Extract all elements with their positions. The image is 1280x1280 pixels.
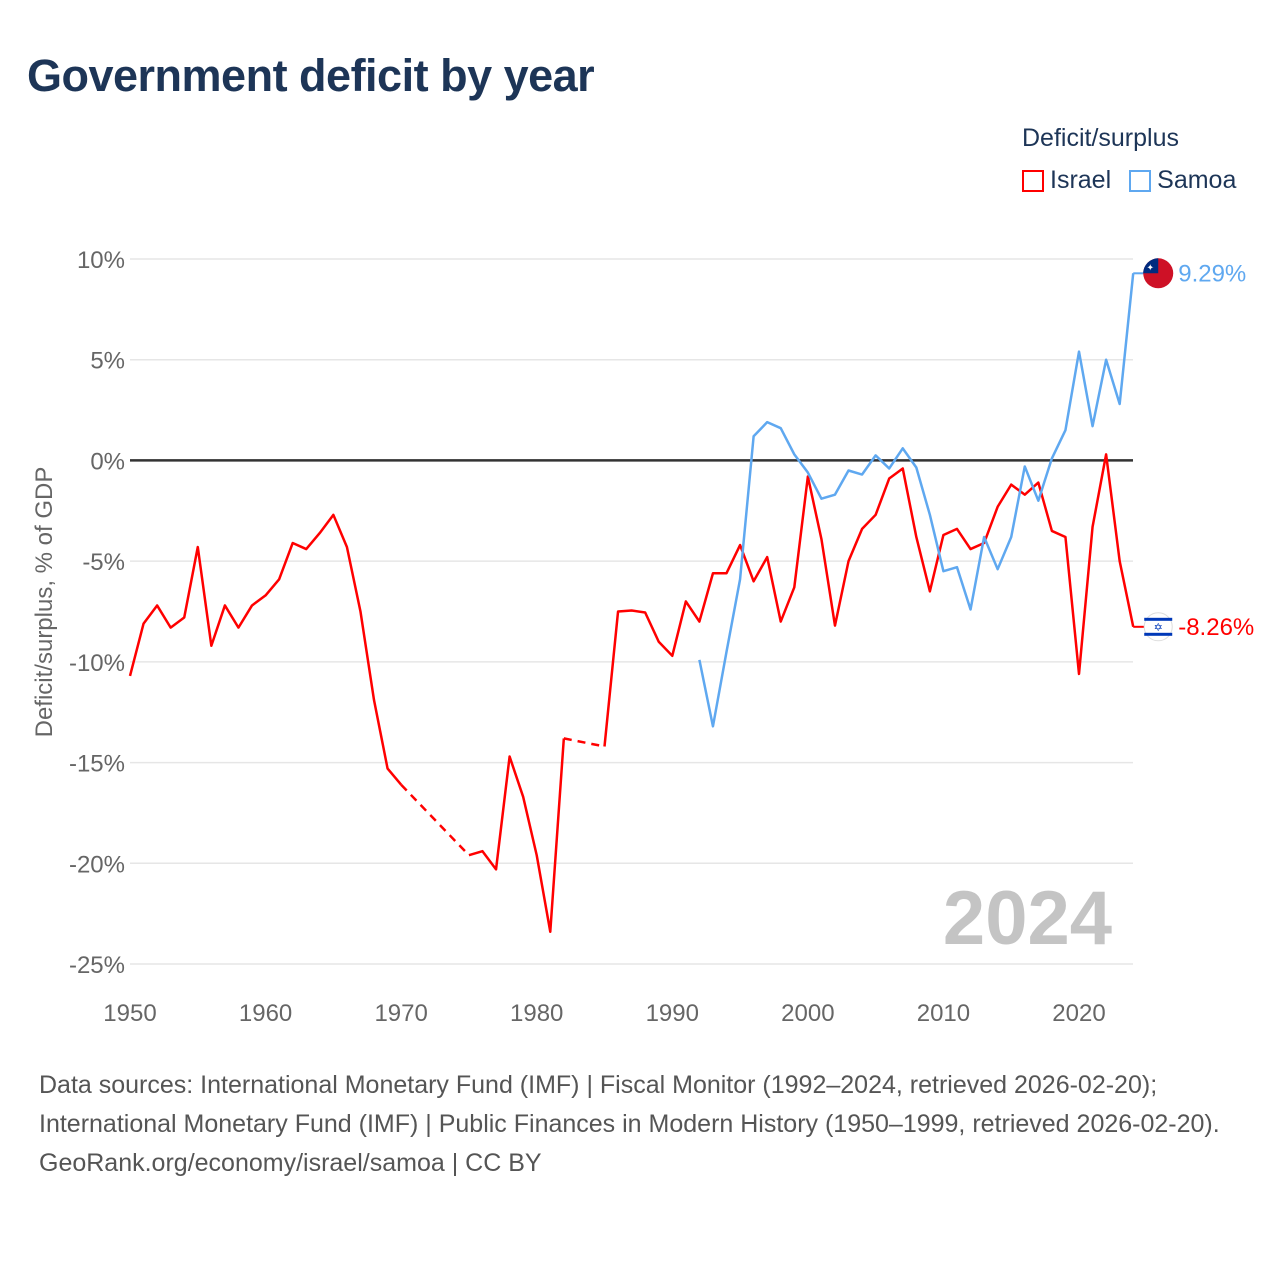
y-tick-label: 0% [90, 448, 125, 475]
x-tick-label: 1990 [646, 1000, 699, 1027]
chart: 10% 5% 0% -5% -10% -15% -20% -25% 1950 1960 1970 19… [31, 247, 1254, 1027]
x-tick-label: 1980 [510, 1000, 563, 1027]
legend-item-israel[interactable]: Israel [1022, 166, 1111, 195]
x-tick-label: 2000 [781, 1000, 834, 1027]
legend-swatch-samoa [1129, 169, 1152, 192]
y-tick-label: -5% [82, 549, 125, 576]
page-title: Government deficit by year [27, 50, 595, 101]
series-line-israel [468, 738, 566, 934]
legend: Israel Samoa [1022, 166, 1236, 195]
legend-swatch-israel [1022, 169, 1044, 192]
x-tick-label: 1960 [239, 1000, 292, 1027]
legend-item-samoa[interactable]: Samoa [1129, 166, 1236, 195]
y-tick-label: 10% [77, 247, 125, 274]
x-tick-label: 2010 [917, 1000, 970, 1027]
footer: Data sources: International Monetary Fun… [39, 1066, 1239, 1183]
y-axis-label: Deficit/surplus, % of GDP [31, 467, 58, 738]
svg-text:✦: ✦ [1146, 262, 1154, 272]
credit-link[interactable]: GeoRank.org/economy/israel/samoa | CC BY [39, 1149, 542, 1177]
israel-flag-icon: ✡ [1143, 612, 1173, 642]
series-line-israel [603, 453, 1135, 747]
series-line-samoa [698, 273, 1135, 728]
data-sources: Data sources: International Monetary Fun… [39, 1071, 1220, 1138]
y-tick-label: -15% [69, 751, 125, 778]
legend-label-israel: Israel [1050, 166, 1112, 194]
end-label-samoa: 9.29% [1178, 260, 1246, 287]
legend-label-samoa: Samoa [1157, 166, 1237, 194]
y-tick-label: -10% [69, 650, 125, 677]
x-tick-label: 2020 [1052, 1000, 1105, 1027]
svg-text:✡: ✡ [1154, 622, 1163, 634]
end-label-israel: -8.26% [1178, 614, 1254, 641]
legend-title: Deficit/surplus [1022, 124, 1179, 152]
y-tick-label: -20% [69, 851, 125, 878]
x-tick-label: 1950 [103, 1000, 156, 1027]
y-tick-label: 5% [90, 348, 125, 375]
series-gap-israel [563, 737, 605, 748]
x-tick-label: 1970 [374, 1000, 427, 1027]
year-watermark: 2024 [943, 876, 1112, 961]
y-tick-label: -25% [69, 952, 125, 979]
series-line-israel [128, 513, 403, 786]
series-gap-israel [400, 783, 470, 857]
samoa-flag-icon: ✦ [1143, 258, 1174, 289]
